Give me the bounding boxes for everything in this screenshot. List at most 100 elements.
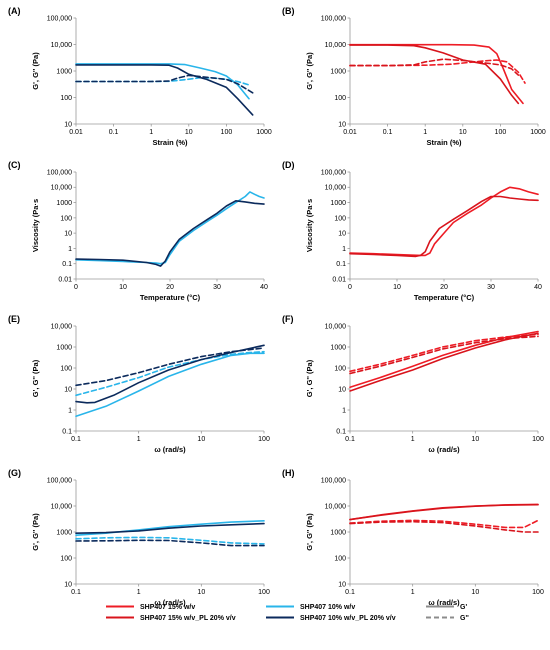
x-tick-label: 10 [471, 589, 479, 596]
x-axis-label: Strain (%) [152, 138, 188, 147]
x-axis-label: Temperature (°C) [140, 293, 201, 302]
x-tick-label: 0 [74, 284, 78, 291]
y-tick-label: 10 [338, 231, 346, 238]
x-axis-label: Strain (%) [426, 138, 462, 147]
x-tick-label: 0.1 [345, 436, 355, 443]
x-tick-label: 1 [137, 589, 141, 596]
y-tick-label: 100 [334, 555, 346, 562]
chart-panel-0: 0.01 0.1 1 10 100 1000 10 100 1000 10,000 100,000 S… [8, 6, 272, 147]
series-line-red-dashed [349, 519, 539, 529]
series-line-navy-solid [75, 522, 265, 535]
x-tick-label: 30 [213, 284, 221, 291]
x-tick-label: 40 [260, 284, 268, 291]
y-tick-label: 1000 [330, 344, 346, 351]
x-axis-label: ω (rad/s) [428, 598, 460, 607]
series-line-navy-solid [75, 344, 265, 404]
y-tick-label: 10,000 [51, 185, 73, 192]
x-tick-label: 1000 [530, 129, 546, 136]
x-tick-label: 20 [440, 284, 448, 291]
x-tick-label: 0.1 [109, 129, 119, 136]
series-line-red-solid [349, 503, 539, 521]
y-axis-label: G', G'' (Pa) [31, 52, 40, 90]
x-tick-label: 1 [423, 129, 427, 136]
panel-label: (G) [8, 468, 21, 478]
y-tick-label: 0.01 [58, 276, 72, 283]
x-tick-label: 0.1 [383, 129, 393, 136]
y-tick-label: 10,000 [325, 185, 347, 192]
series-line-navy-dashed [75, 539, 265, 547]
y-axis-label: G', G'' (Pa) [305, 513, 314, 551]
legend-label: SHP407 10% w/v [300, 604, 355, 611]
series-line-navy-solid [75, 64, 254, 116]
x-tick-label: 10 [185, 129, 193, 136]
legend: SHP407 15% w/v SHP407 15% w/v_PL 20% v/v S… [106, 604, 469, 622]
y-tick-label: 100,000 [47, 15, 72, 22]
x-tick-label: 10 [459, 129, 467, 136]
y-tick-label: 0.1 [62, 261, 72, 268]
x-tick-label: 20 [166, 284, 174, 291]
y-tick-label: 0.01 [332, 276, 346, 283]
series-line-red_pl-solid [349, 44, 520, 105]
x-tick-label: 0.1 [71, 436, 81, 443]
x-tick-label: 1 [149, 129, 153, 136]
y-tick-label: 0.1 [336, 428, 346, 435]
y-tick-label: 100 [334, 215, 346, 222]
series-line-red_pl-dashed [349, 520, 539, 533]
series-line-navy-solid [75, 200, 265, 267]
y-axis-label: G', G'' (Pa) [305, 52, 314, 90]
x-tick-label: 1 [137, 436, 141, 443]
y-tick-label: 1000 [330, 68, 346, 75]
chart-panel-1: 0.01 0.1 1 10 100 1000 10 100 1000 10,000 100,000 S… [282, 6, 546, 147]
panel-label: (C) [8, 160, 21, 170]
x-tick-label: 100 [532, 436, 544, 443]
legend-label: SHP407 15% w/v_PL 20% v/v [140, 615, 236, 622]
x-tick-label: 100 [532, 589, 544, 596]
y-tick-label: 1000 [56, 200, 72, 207]
y-tick-label: 100,000 [47, 169, 72, 176]
x-tick-label: 100 [221, 129, 233, 136]
series-line-cyan-solid [75, 352, 265, 418]
y-tick-label: 100,000 [321, 169, 346, 176]
x-tick-label: 10 [197, 436, 205, 443]
y-tick-label: 100 [60, 215, 72, 222]
y-tick-label: 10,000 [325, 323, 347, 330]
chart-panel-5: 0.1 1 10 100 0.1 1 10 100 1000 10,000 ω (rad/s) G',… [282, 314, 544, 454]
y-axis-label: Viscosity (Pa·s [305, 199, 314, 252]
y-tick-label: 100,000 [321, 15, 346, 22]
y-tick-label: 10 [64, 581, 72, 588]
series-line-red_pl-dashed [349, 58, 520, 76]
y-tick-label: 10,000 [51, 42, 73, 49]
x-axis-label: ω (rad/s) [154, 598, 186, 607]
y-tick-label: 100 [334, 365, 346, 372]
legend-label: SHP407 10% w/v_PL 20% v/v [300, 615, 396, 622]
x-tick-label: 0.1 [71, 589, 81, 596]
series-line-red_pl-solid [349, 332, 539, 392]
x-tick-label: 100 [495, 129, 507, 136]
series-line-red_pl-dashed [349, 335, 539, 375]
y-axis-label: G', G'' (Pa) [31, 359, 40, 397]
x-axis-label: ω (rad/s) [154, 445, 186, 454]
x-tick-label: 10 [197, 589, 205, 596]
y-axis-label: G', G'' (Pa) [305, 359, 314, 397]
x-tick-label: 10 [471, 436, 479, 443]
chart-panel-7: 0.1 1 10 100 10 100 1000 10,000 100,000 ω (rad/s)… [282, 468, 544, 607]
y-tick-label: 10 [64, 386, 72, 393]
panel-label: (A) [8, 6, 21, 16]
legend-label: G' [460, 604, 467, 611]
x-tick-label: 1 [411, 589, 415, 596]
x-tick-label: 40 [534, 284, 542, 291]
y-tick-label: 100,000 [47, 477, 72, 484]
y-tick-label: 1 [342, 246, 346, 253]
x-tick-label: 10 [119, 284, 127, 291]
y-axis-label: G', G'' (Pa) [31, 513, 40, 551]
series-line-red-dashed [349, 59, 526, 84]
chart-panel-2: 0 10 20 30 40 0.01 0.1 1 10 100 1000 10,000 100,000 T… [8, 160, 268, 302]
y-tick-label: 10 [64, 231, 72, 238]
panel-label: (F) [282, 314, 294, 324]
panel-label: (B) [282, 6, 295, 16]
series-line-cyan-dashed [75, 350, 265, 397]
legend-label: SHP407 15% w/v [140, 604, 195, 611]
x-tick-label: 100 [258, 436, 270, 443]
x-tick-label: 1 [411, 436, 415, 443]
